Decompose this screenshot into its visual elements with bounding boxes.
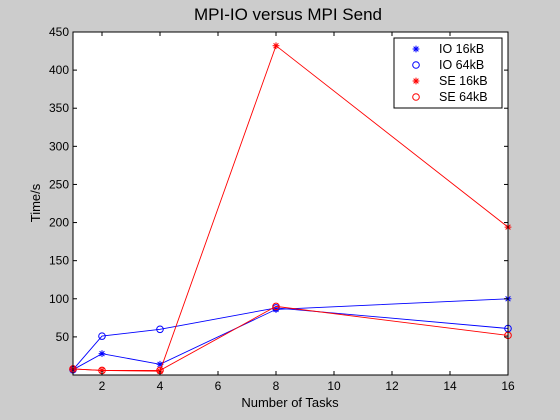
- series-line-se-64kb: [72, 305, 509, 371]
- data-point-se-16kb: [272, 42, 280, 50]
- y-tick-label: 150: [49, 254, 69, 268]
- legend-marker: [412, 61, 420, 69]
- y-tick-label: 250: [49, 177, 69, 191]
- legend: IO 16kB IO 64kB SE 16kB SE 64kB: [393, 37, 503, 109]
- x-tick-label: 12: [385, 379, 399, 393]
- y-tick-label: 450: [49, 25, 69, 39]
- legend-marker: [412, 45, 420, 53]
- series-line-io-64kb: [72, 307, 509, 370]
- legend-label: SE 16kB: [439, 74, 488, 88]
- data-point-io-64kb: [156, 325, 164, 334]
- legend-label: SE 64kB: [439, 90, 488, 104]
- marker-stroke: [273, 42, 279, 49]
- x-tick-label: 16: [501, 379, 515, 393]
- data-point-io-64kb: [98, 332, 106, 340]
- x-tick-label: 2: [99, 379, 106, 393]
- y-tick-label: 50: [56, 330, 70, 344]
- legend-label: IO 16kB: [439, 42, 484, 56]
- data-point-io-16kb: [98, 350, 106, 358]
- x-tick-label: 10: [327, 379, 341, 393]
- marker-stroke: [413, 78, 419, 84]
- x-tick-label: 14: [443, 379, 457, 393]
- x-axis-label: Number of Tasks: [241, 395, 339, 410]
- chart-title: MPI-IO versus MPI Send: [194, 5, 382, 24]
- y-tick-label: 200: [49, 216, 69, 230]
- marker-stroke: [413, 46, 419, 52]
- y-axis-label: Time/s: [28, 183, 43, 222]
- y-tick-label: 300: [49, 139, 69, 153]
- y-tick-label: 100: [49, 292, 69, 306]
- legend-box: [393, 37, 503, 109]
- legend-marker: [412, 77, 420, 85]
- x-tick-label: 8: [273, 379, 280, 393]
- legend-label: IO 64kB: [439, 58, 484, 72]
- x-tick-label: 6: [215, 379, 222, 393]
- marker-stroke: [157, 361, 163, 368]
- y-tick-label: 350: [49, 101, 69, 115]
- axes-layer: 2 4 6 8 10 12 14 16 50 100 150 200 250 300 350 400 450: [49, 25, 515, 393]
- axes-frame: [72, 31, 509, 376]
- data-point-se-64kb: [272, 302, 280, 311]
- y-tick-label: 400: [49, 63, 69, 77]
- legend-marker: [412, 93, 420, 101]
- x-tick-label: 4: [157, 379, 164, 393]
- marker-stroke: [99, 350, 105, 357]
